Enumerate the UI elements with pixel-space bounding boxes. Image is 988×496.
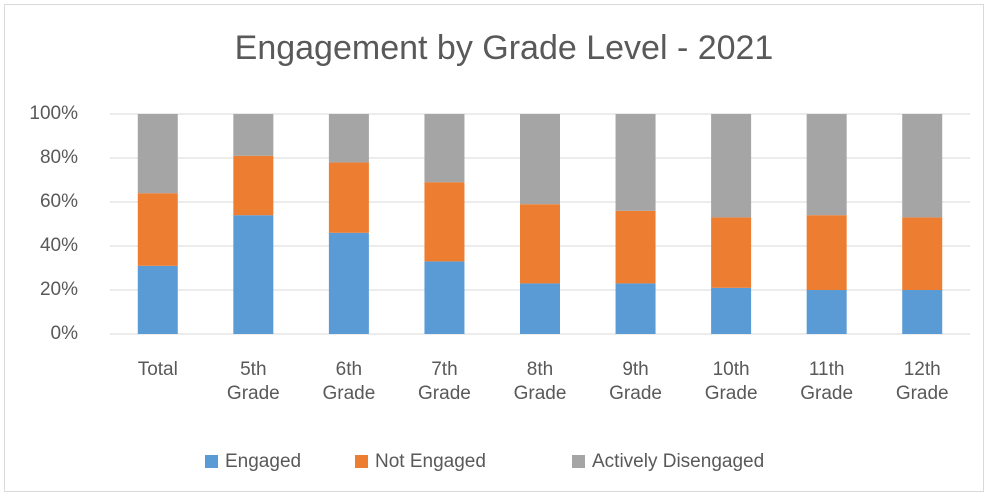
chart-title: Engagement by Grade Level - 2021 (235, 29, 774, 67)
bar-segment (615, 210, 656, 284)
legend-label: Actively Disengaged (592, 451, 764, 472)
bar-segment (902, 290, 943, 334)
x-tick-label: Total (137, 359, 178, 380)
y-tick-label: 100% (29, 103, 78, 124)
bar-segment (424, 261, 465, 334)
bar-segment (233, 215, 274, 334)
bar-segment (902, 217, 943, 290)
bar-segment (711, 217, 752, 288)
bar-segment (615, 114, 656, 211)
bar-segment (520, 283, 560, 334)
y-tick-label: 60% (40, 191, 78, 212)
x-tick-label: 11th Grade (800, 359, 854, 404)
y-tick-label: 80% (40, 147, 78, 168)
bar-segment (424, 182, 465, 262)
bar-segment (328, 232, 369, 334)
bar-segment (233, 114, 274, 156)
y-tick-label: 40% (40, 235, 78, 256)
bar-segment (615, 283, 656, 334)
bar-segment (711, 287, 752, 334)
legend-label: Not Engaged (375, 451, 486, 472)
y-tick-label: 20% (40, 279, 78, 300)
legend-label: Engaged (225, 451, 301, 472)
x-tick-label: 6th Grade (322, 359, 376, 404)
x-tick-label: 7th Grade (418, 359, 471, 404)
x-tick-label: 9th Grade (609, 359, 662, 404)
y-tick-label: 0% (51, 323, 79, 344)
bar-segment (806, 290, 847, 334)
bar-segment (520, 204, 560, 284)
bar-segment (520, 114, 560, 205)
x-tick-label: 12th Grade (895, 359, 949, 404)
bar-segment (902, 114, 943, 218)
x-tick-label: 10th Grade (704, 359, 758, 404)
x-tick-label: 5th Grade (226, 359, 280, 404)
legend-swatch (205, 455, 218, 468)
bar-segment (424, 114, 465, 183)
legend-swatch (355, 455, 368, 468)
bar-segment (806, 215, 847, 290)
x-tick-label: 8th Grade (513, 359, 567, 404)
bar-segment (328, 162, 369, 233)
bar-segment (137, 265, 178, 334)
legend-swatch (572, 455, 585, 468)
bar-segment (328, 114, 369, 163)
bar-segment (711, 114, 752, 218)
bar-segment (806, 114, 847, 216)
bar-segment (137, 114, 178, 194)
bar-segment (137, 193, 178, 266)
bar-segment (233, 155, 274, 216)
